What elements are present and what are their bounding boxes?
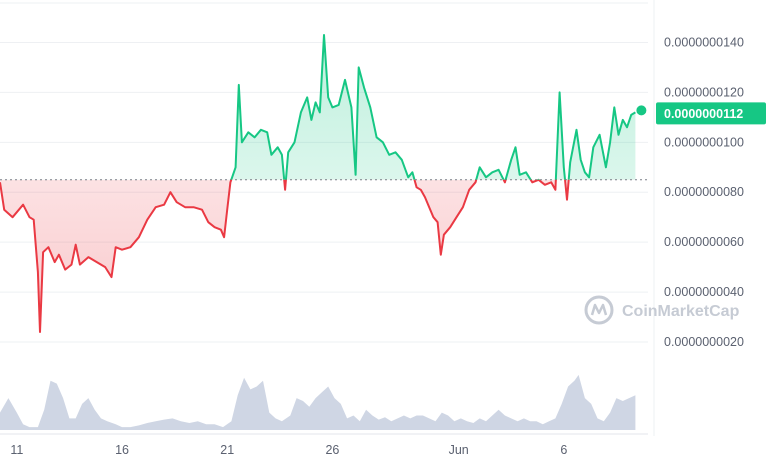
price-line-up (230, 34, 636, 180)
x-axis: 11 16 21 26 Jun 6 (0, 433, 648, 457)
x-tick: 6 (560, 443, 567, 457)
x-tick-label: 6 (560, 443, 567, 457)
y-axis: 0.0000000020 0.0000000040 0.0000000060 0.00… (664, 35, 744, 349)
x-tick: Jun (449, 443, 469, 457)
y-tick-label: 0.0000000040 (664, 285, 744, 299)
x-tick-label: 16 (115, 443, 129, 457)
x-tick-label: 11 (10, 443, 23, 457)
x-tick: 21 (220, 443, 234, 457)
last-price-tag-background (656, 102, 766, 125)
x-tick-label: Jun (449, 443, 469, 457)
y-tick-label: 0.0000000140 (664, 35, 744, 49)
price-line-down (0, 179, 570, 333)
y-tick-label: 0.0000000060 (664, 235, 744, 249)
y-tick-label: 0.0000000120 (664, 85, 744, 99)
x-tick-label: 26 (325, 443, 339, 457)
last-price-tag: 0.0000000112 (656, 102, 766, 125)
y-tick-label: 0.0000000020 (664, 335, 744, 349)
y-tick: 0.0000000020 (664, 335, 744, 349)
x-tick-label: 21 (220, 443, 234, 457)
y-tick: 0.0000000100 (664, 135, 744, 149)
line-layer (0, 34, 636, 333)
y-tick: 0.0000000140 (664, 35, 744, 49)
y-tick-label: 0.0000000100 (664, 135, 744, 149)
area-layer (0, 35, 636, 332)
coinmarketcap-watermark: CoinMarketCap (584, 295, 740, 325)
coinmarketcap-logo-icon (584, 295, 614, 325)
x-tick: 26 (325, 443, 339, 457)
coinmarketcap-logo-mark (590, 303, 608, 316)
area-above-reference (231, 35, 636, 180)
area-below-reference (0, 179, 636, 332)
volume-area (0, 374, 636, 430)
last-price-label: 0.0000000112 (664, 107, 743, 121)
last-price-dot (636, 105, 647, 116)
x-tick: 11 (10, 443, 23, 457)
x-tick: 16 (115, 443, 129, 457)
y-tick: 0.0000000060 (664, 235, 744, 249)
watermark-text: CoinMarketCap (622, 303, 740, 320)
volume-layer (0, 374, 636, 430)
y-tick: 0.0000000120 (664, 85, 744, 99)
y-tick: 0.0000000040 (664, 285, 744, 299)
y-tick: 0.0000000080 (664, 185, 744, 199)
y-tick-label: 0.0000000080 (664, 185, 744, 199)
